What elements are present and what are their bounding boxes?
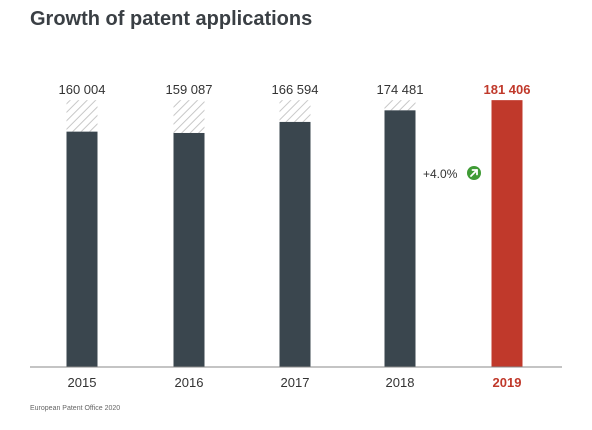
bar-gap-hatch-2018 (384, 100, 416, 111)
bar-gap-hatch-2015 (66, 100, 98, 132)
value-label-2016: 159 087 (166, 82, 213, 97)
category-label-2018: 2018 (386, 375, 415, 390)
source-note: European Patent Office 2020 (30, 405, 121, 412)
bar-gap-hatch-2016 (173, 100, 205, 133)
arrow-head (471, 169, 478, 176)
growth-annotation: +4.0% (423, 167, 458, 181)
category-label-2017: 2017 (281, 375, 310, 390)
value-label-2015: 160 004 (59, 82, 106, 97)
bar-2016 (173, 132, 205, 367)
category-label-2016: 2016 (175, 375, 204, 390)
bar-2018 (384, 110, 416, 368)
chart-title: Growth of patent applications (30, 8, 313, 30)
bar-2017 (279, 121, 311, 368)
value-label-2017: 166 594 (272, 82, 319, 97)
bar-gap-hatch-2017 (279, 100, 311, 122)
category-label-2015: 2015 (68, 375, 97, 390)
bar-2015 (66, 131, 98, 367)
value-label-2018: 174 481 (377, 82, 424, 97)
up-right-arrow-icon (467, 166, 481, 180)
arrow-shaft (470, 169, 478, 177)
value-label-2019: 181 406 (484, 82, 531, 97)
category-label-2019: 2019 (493, 375, 522, 390)
bar-2019 (491, 100, 523, 368)
